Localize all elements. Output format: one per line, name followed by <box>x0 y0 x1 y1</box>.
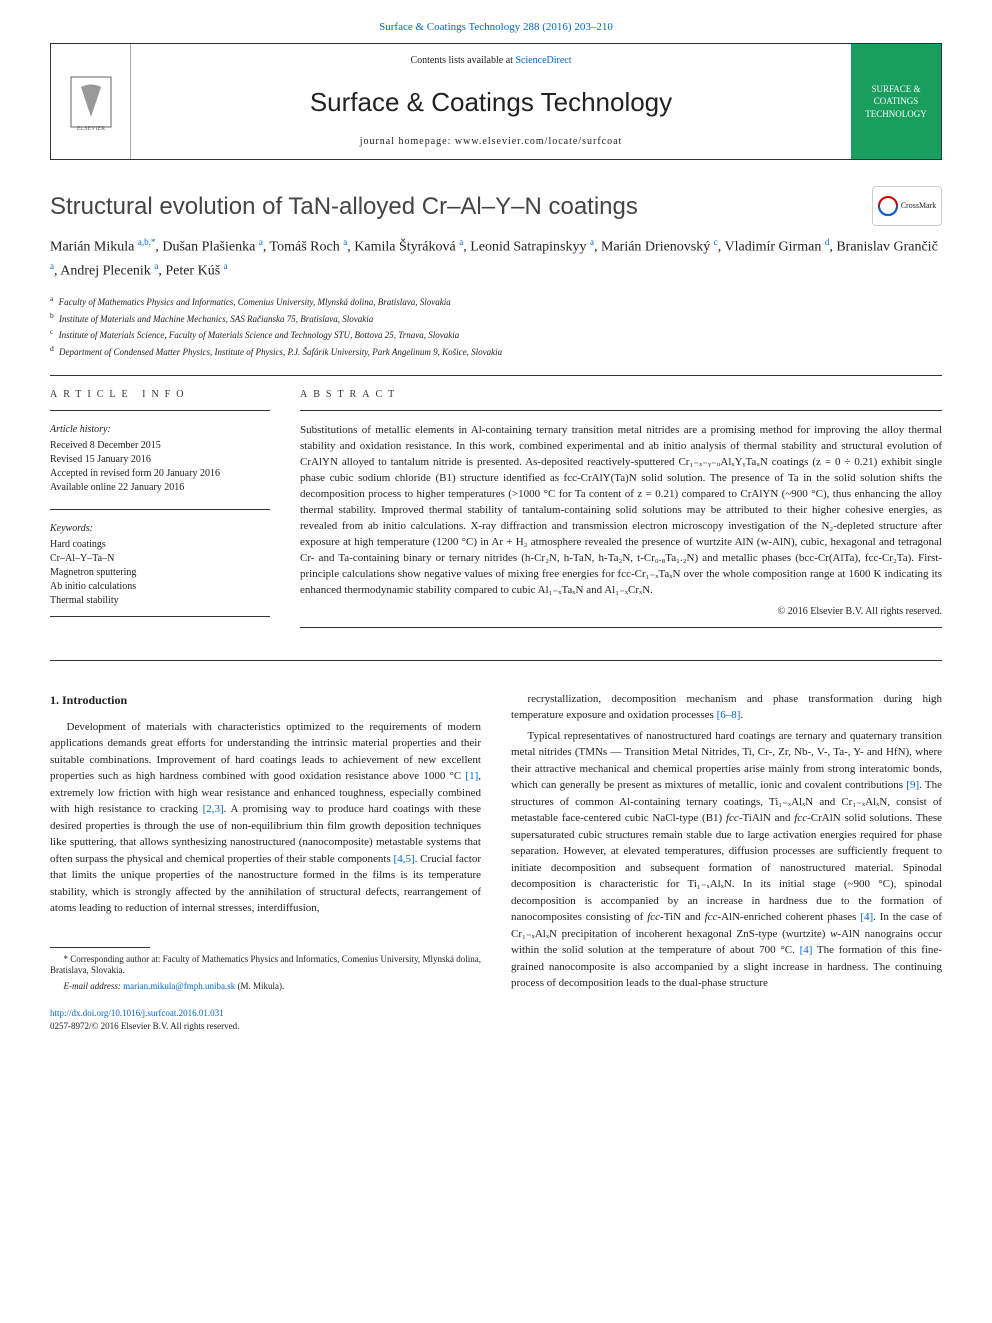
body-columns: 1. Introduction Development of materials… <box>50 691 942 1034</box>
history-head: Article history: <box>50 423 270 437</box>
info-abstract-row: ARTICLE INFO Article history: Received 8… <box>50 388 942 639</box>
body-paragraph: recrystallization, decomposition mechani… <box>511 691 942 724</box>
issn-copyright: 0257-8972/© 2016 Elsevier B.V. All right… <box>50 1021 239 1031</box>
homepage-line: journal homepage: www.elsevier.com/locat… <box>151 135 831 149</box>
authors-list: Marián Mikula a,b,*, Dušan Plašienka a, … <box>50 235 942 283</box>
left-column: 1. Introduction Development of materials… <box>50 691 481 1034</box>
history-lines: Received 8 December 2015Revised 15 Janua… <box>50 439 270 495</box>
keyword: Ab initio calculations <box>50 580 270 594</box>
citation-link[interactable]: [6–8] <box>717 709 741 721</box>
body-paragraph: Development of materials with characteri… <box>50 719 481 917</box>
citation-link[interactable]: [1] <box>465 770 478 782</box>
affiliation-line: b Institute of Materials and Machine Mec… <box>50 310 942 327</box>
footnote-separator <box>50 947 150 948</box>
citation-link[interactable]: [2,3] <box>203 803 224 815</box>
corresponding-author-footnote: * Corresponding author at: Faculty of Ma… <box>50 954 481 993</box>
abstract-label: ABSTRACT <box>300 388 942 402</box>
journal-title: Surface & Coatings Technology <box>151 84 831 120</box>
article-info-label: ARTICLE INFO <box>50 388 270 402</box>
doi-block: http://dx.doi.org/10.1016/j.surfcoat.201… <box>50 1007 481 1034</box>
keywords-head: Keywords: <box>50 522 270 536</box>
homepage-url[interactable]: www.elsevier.com/locate/surfcoat <box>455 136 622 147</box>
affiliation-line: c Institute of Materials Science, Facult… <box>50 326 942 343</box>
history-line: Received 8 December 2015 <box>50 439 270 453</box>
keyword: Thermal stability <box>50 594 270 608</box>
email-link[interactable]: marian.mikula@fmph.uniba.sk <box>123 981 235 991</box>
citation-link[interactable]: [4] <box>860 911 873 923</box>
right-column: recrystallization, decomposition mechani… <box>511 691 942 1034</box>
citation-link[interactable]: [4] <box>800 944 813 956</box>
journal-header: ELSEVIER Contents lists available at Sci… <box>50 43 942 159</box>
history-line: Accepted in revised form 20 January 2016 <box>50 467 270 481</box>
keyword: Hard coatings <box>50 538 270 552</box>
citation-link[interactable]: [4,5] <box>394 853 415 865</box>
journal-cover-badge: SURFACE & COATINGS TECHNOLOGY <box>851 44 941 158</box>
header-center: Contents lists available at ScienceDirec… <box>131 44 851 158</box>
article-info: ARTICLE INFO Article history: Received 8… <box>50 388 270 639</box>
article-title: Structural evolution of TaN-alloyed Cr–A… <box>50 190 942 224</box>
contents-line: Contents lists available at ScienceDirec… <box>151 54 831 68</box>
sciencedirect-link[interactable]: ScienceDirect <box>515 55 571 66</box>
affiliations: a Faculty of Mathematics Physics and Inf… <box>50 293 942 359</box>
elsevier-logo: ELSEVIER <box>51 44 131 158</box>
keyword: Magnetron sputtering <box>50 566 270 580</box>
affiliation-line: d Department of Condensed Matter Physics… <box>50 343 942 360</box>
affiliation-line: a Faculty of Mathematics Physics and Inf… <box>50 293 942 310</box>
divider <box>50 660 942 661</box>
keyword: Cr–Al–Y–Ta–N <box>50 552 270 566</box>
abstract-text: Substitutions of metallic elements in Al… <box>300 423 942 598</box>
abstract: ABSTRACT Substitutions of metallic eleme… <box>300 388 942 639</box>
svg-text:ELSEVIER: ELSEVIER <box>76 126 104 132</box>
history-line: Revised 15 January 2016 <box>50 453 270 467</box>
doi-link[interactable]: http://dx.doi.org/10.1016/j.surfcoat.201… <box>50 1008 224 1018</box>
crossmark-badge[interactable]: CrossMark <box>872 186 942 226</box>
history-line: Available online 22 January 2016 <box>50 481 270 495</box>
keywords-list: Hard coatingsCr–Al–Y–Ta–NMagnetron sputt… <box>50 538 270 608</box>
body-paragraph: Typical representatives of nanostructure… <box>511 728 942 992</box>
copyright-line: © 2016 Elsevier B.V. All rights reserved… <box>300 605 942 619</box>
divider <box>50 375 942 376</box>
journal-citation-link[interactable]: Surface & Coatings Technology 288 (2016)… <box>50 20 942 35</box>
citation-link[interactable]: [9] <box>906 779 919 791</box>
section-heading: 1. Introduction <box>50 691 481 709</box>
